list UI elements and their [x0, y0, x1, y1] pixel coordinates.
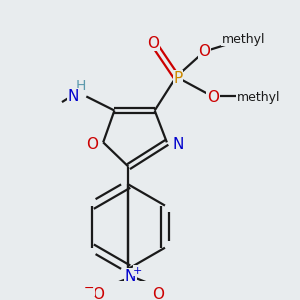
Text: +: +	[133, 266, 142, 276]
Text: −: −	[84, 282, 94, 295]
Text: O: O	[92, 287, 104, 300]
Text: O: O	[152, 287, 164, 300]
Text: H: H	[76, 79, 86, 93]
Text: N: N	[172, 137, 184, 152]
Text: methyl: methyl	[222, 33, 266, 46]
Text: P: P	[173, 71, 183, 86]
Text: N: N	[68, 89, 79, 104]
Text: O: O	[86, 137, 98, 152]
Text: O: O	[207, 90, 219, 105]
Text: O: O	[198, 44, 210, 59]
Text: O: O	[147, 36, 159, 51]
Text: N: N	[124, 269, 136, 284]
Text: methyl: methyl	[237, 91, 280, 104]
